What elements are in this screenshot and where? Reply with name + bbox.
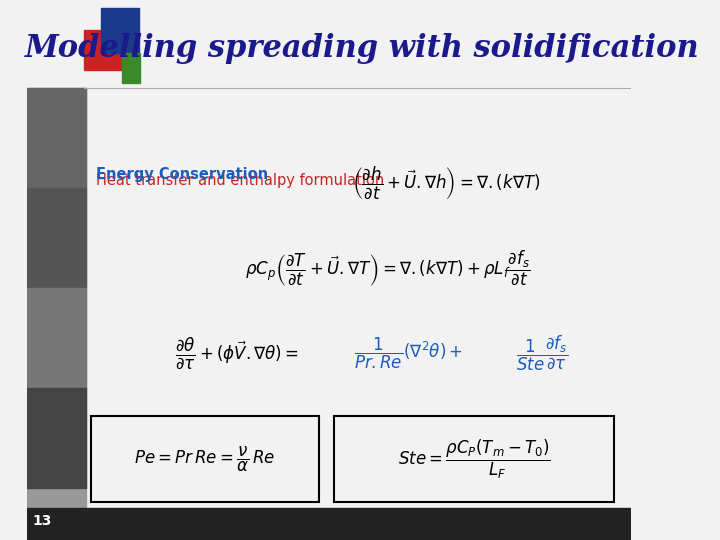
Bar (27, 188, 86, 288)
Bar (101, 8, 139, 53)
Bar (84, 30, 122, 70)
Text: $Pe = Pr\,Re = \dfrac{\nu}{\alpha}\,Re$: $Pe = Pr\,Re = \dfrac{\nu}{\alpha}\,Re$ (135, 444, 276, 474)
Text: $\dfrac{1}{Pr.Re}(\nabla^2\theta) +$: $\dfrac{1}{Pr.Re}(\nabla^2\theta) +$ (354, 335, 463, 370)
Text: $\dfrac{\partial \theta}{\partial \tau} + (\phi\vec{V}.\nabla\theta) =$: $\dfrac{\partial \theta}{\partial \tau} … (175, 335, 299, 370)
Bar (27, 288, 86, 388)
Bar (122, 53, 140, 83)
Text: $\rho C_p \left(\dfrac{\partial T}{\partial t} + \vec{U}.\nabla T\right) = \nabl: $\rho C_p \left(\dfrac{\partial T}{\part… (245, 248, 531, 288)
Text: Heat transfer and enthalpy formulation: Heat transfer and enthalpy formulation (96, 173, 384, 188)
Text: $Ste = \dfrac{\rho C_P (T_m - T_0)}{L_F}$: $Ste = \dfrac{\rho C_P (T_m - T_0)}{L_F}… (397, 437, 550, 481)
Bar (27, 388, 86, 488)
Text: 13: 13 (32, 514, 52, 528)
FancyBboxPatch shape (91, 416, 319, 502)
Text: $\left(\dfrac{\partial h}{\partial t} + \vec{U}.\nabla h\right) = \nabla.(k\nabl: $\left(\dfrac{\partial h}{\partial t} + … (352, 165, 541, 201)
Text: Modelling spreading with solidification: Modelling spreading with solidification (25, 32, 700, 64)
Bar (27, 88, 86, 188)
Text: Energy Conservation: Energy Conservation (96, 167, 268, 183)
Bar (27, 88, 86, 540)
Text: $\dfrac{1}{Ste}\dfrac{\partial f_s}{\partial \tau}$: $\dfrac{1}{Ste}\dfrac{\partial f_s}{\par… (516, 333, 569, 373)
Bar (27, 508, 631, 540)
FancyBboxPatch shape (334, 416, 614, 502)
